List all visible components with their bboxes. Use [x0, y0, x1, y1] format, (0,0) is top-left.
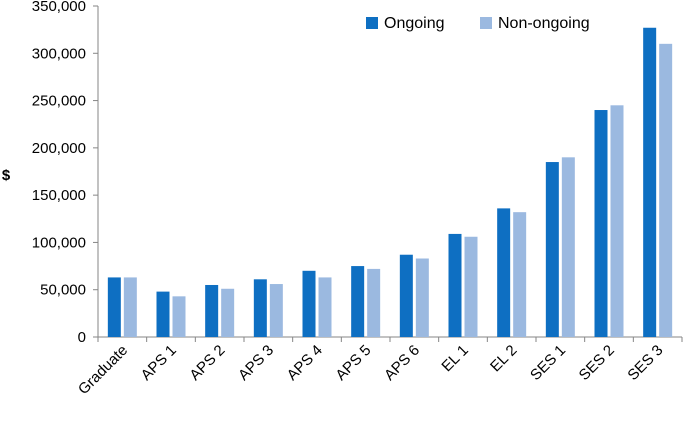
- y-tick-label: 200,000: [32, 140, 86, 157]
- y-axis-label: $: [2, 167, 11, 184]
- y-tick-label: 50,000: [40, 282, 86, 299]
- bar-non-ongoing: [513, 212, 527, 337]
- x-tick-label: APS 3: [235, 342, 277, 384]
- y-tick-label: 350,000: [32, 0, 86, 15]
- bar-ongoing: [205, 284, 219, 337]
- bar-non-ongoing: [610, 105, 624, 337]
- x-tick-label: SES 3: [624, 342, 666, 384]
- x-tick-label: APS 4: [284, 342, 326, 384]
- bar-non-ongoing: [318, 277, 332, 337]
- bar-ongoing: [448, 233, 462, 337]
- x-tick-label: APS 6: [381, 342, 423, 384]
- x-tick-label: SES 2: [576, 342, 618, 384]
- bar-non-ongoing: [659, 43, 673, 337]
- bar-ongoing: [643, 27, 657, 337]
- bar-non-ongoing: [123, 277, 137, 337]
- y-tick-label: 0: [78, 329, 86, 346]
- legend: Ongoing Non-ongoing: [366, 15, 590, 32]
- bar-ongoing: [253, 279, 267, 337]
- x-tick-label: EL 1: [438, 342, 471, 375]
- bar-ongoing: [302, 270, 316, 337]
- bar-non-ongoing: [415, 258, 429, 337]
- bar-non-ongoing: [464, 236, 478, 337]
- x-tick-label: SES 1: [527, 342, 569, 384]
- x-tick-label: APS 1: [138, 342, 180, 384]
- bar-ongoing: [107, 277, 121, 337]
- bar-ongoing: [594, 110, 608, 338]
- bar-ongoing: [351, 266, 365, 337]
- legend-label: Non-ongoing: [498, 15, 590, 32]
- legend-swatch: [480, 17, 492, 29]
- bar-ongoing: [497, 208, 511, 337]
- x-tick-label: APS 5: [332, 342, 374, 384]
- bar-ongoing: [545, 162, 559, 337]
- y-tick-label: 150,000: [32, 187, 86, 204]
- legend-swatch: [366, 17, 378, 29]
- y-tick-label: 300,000: [32, 45, 86, 62]
- x-axis: Graduate APS 1 APS 2 APS 3 APS 4 APS 5 APS 6 EL…: [75, 336, 683, 398]
- legend-label: Ongoing: [384, 15, 445, 32]
- bar-non-ongoing: [269, 284, 283, 337]
- y-tick-label: 250,000: [32, 93, 86, 110]
- x-tick-label: Graduate: [75, 342, 131, 398]
- y-tick-label: 100,000: [32, 234, 86, 251]
- bar-non-ongoing: [367, 268, 381, 337]
- y-axis: 0 50,000 100,000 150,000 200,000 250,000 300,0…: [32, 0, 99, 346]
- bar-non-ongoing: [172, 296, 186, 337]
- bar-ongoing: [156, 291, 170, 337]
- bars: [107, 27, 673, 338]
- bar-ongoing: [399, 254, 413, 337]
- x-tick-label: APS 2: [186, 342, 228, 384]
- bar-non-ongoing: [561, 157, 575, 337]
- bar-non-ongoing: [221, 288, 235, 337]
- x-tick-label: EL 2: [487, 342, 520, 375]
